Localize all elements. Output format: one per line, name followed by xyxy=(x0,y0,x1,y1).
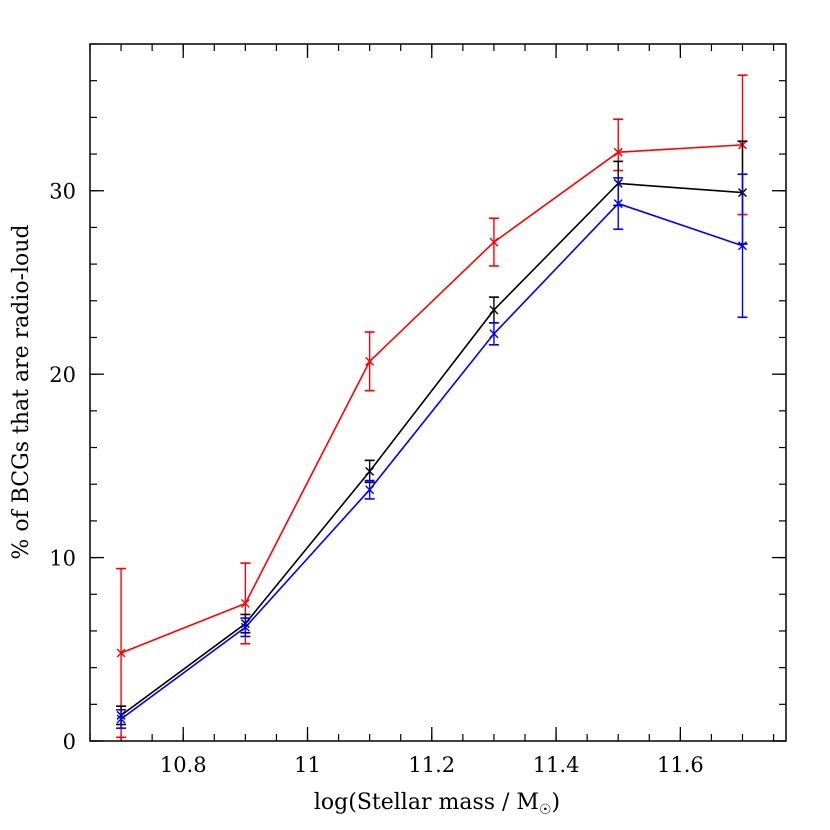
data-point-stroke xyxy=(116,714,126,724)
series-line xyxy=(120,202,743,720)
tick-labels: 10.8 11 11.2 11.4 11.6 0 10 20 30 xyxy=(49,180,703,777)
series-layer xyxy=(116,74,748,739)
x-tick-label: 11.6 xyxy=(657,753,704,777)
data-point-stroke xyxy=(613,147,623,157)
data-point-stroke xyxy=(489,329,499,339)
data-point xyxy=(116,714,126,724)
data-point xyxy=(240,622,250,632)
data-point xyxy=(365,356,375,366)
data-point-stroke xyxy=(489,237,499,247)
series-line xyxy=(120,144,743,654)
series-2 xyxy=(116,140,748,726)
series-line xyxy=(120,182,743,716)
data-point xyxy=(489,305,499,315)
y-tick-label: 30 xyxy=(49,180,76,204)
plot-frame xyxy=(89,43,787,742)
x-axis-title-main: log(Stellar mass / M xyxy=(314,790,539,815)
data-point-stroke xyxy=(365,466,375,476)
data-point-stroke xyxy=(365,356,375,366)
x-tick-label: 11.4 xyxy=(533,753,580,777)
x-tick-label: 11 xyxy=(294,753,321,777)
data-point xyxy=(489,329,499,339)
data-point xyxy=(613,147,623,157)
data-point xyxy=(613,199,623,209)
data-point-stroke xyxy=(240,598,250,608)
y-tick-label: 10 xyxy=(49,547,76,571)
data-point-stroke xyxy=(738,241,747,251)
major-ticks xyxy=(90,44,786,742)
data-point-stroke xyxy=(365,485,375,495)
data-point xyxy=(365,485,375,495)
x-tick-label: 11.2 xyxy=(408,753,455,777)
data-point xyxy=(365,466,375,476)
sun-symbol: ☉ xyxy=(539,802,552,818)
data-point-stroke xyxy=(116,648,126,658)
data-point-stroke xyxy=(613,199,623,209)
x-axis-title: log(Stellar mass / M☉) xyxy=(314,790,560,818)
series-3 xyxy=(116,173,748,729)
y-axis-title: % of BCGs that are radio-loud xyxy=(9,224,34,559)
data-point xyxy=(738,241,747,251)
data-point xyxy=(116,648,126,658)
y-tick-label: 20 xyxy=(49,363,76,387)
series-1 xyxy=(116,74,748,739)
data-point xyxy=(240,598,250,608)
data-point xyxy=(489,237,499,247)
x-tick-label: 10.8 xyxy=(160,753,207,777)
x-axis-title-suffix: ) xyxy=(552,790,561,815)
data-point-stroke xyxy=(489,305,499,315)
y-tick-label: 0 xyxy=(63,730,76,754)
data-point-stroke xyxy=(240,622,250,632)
